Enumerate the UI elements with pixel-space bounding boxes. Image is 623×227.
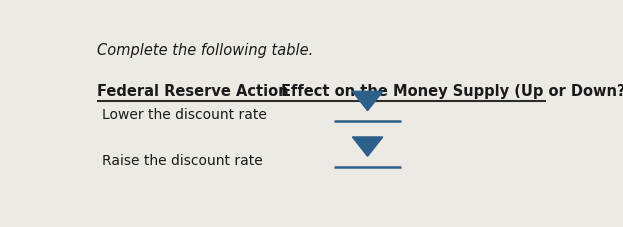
Text: Federal Reserve Action: Federal Reserve Action (97, 83, 289, 98)
Text: Lower the discount rate: Lower the discount rate (102, 108, 267, 122)
Text: Raise the discount rate: Raise the discount rate (102, 153, 263, 167)
Text: Complete the following table.: Complete the following table. (97, 43, 313, 58)
Text: Effect on the Money Supply (Up or Down?): Effect on the Money Supply (Up or Down?) (281, 83, 623, 98)
Polygon shape (353, 137, 383, 157)
Polygon shape (353, 92, 383, 111)
